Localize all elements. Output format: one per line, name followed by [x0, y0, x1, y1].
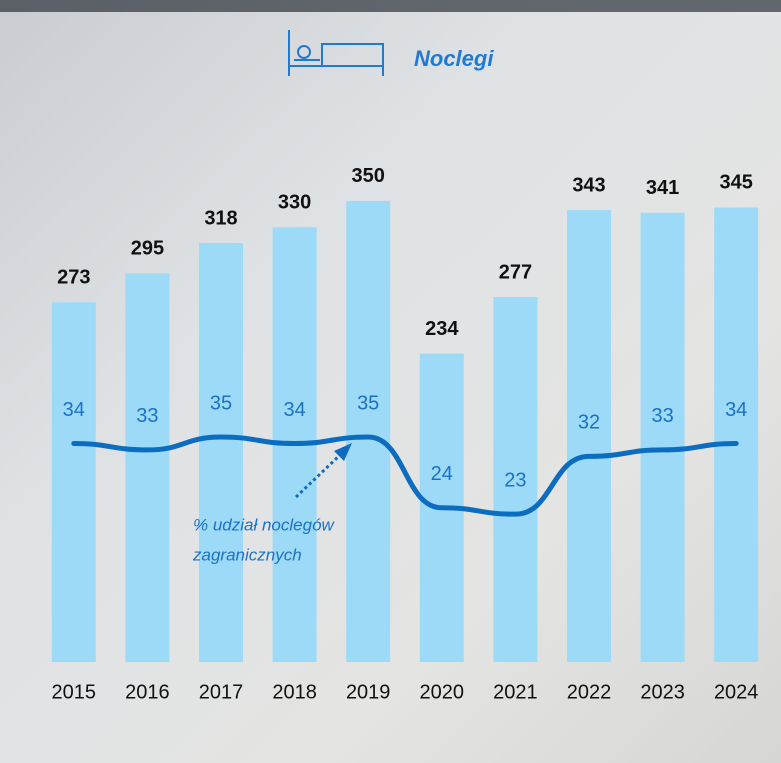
x-tick-label: 2024 [714, 681, 759, 703]
x-tick-label: 2018 [272, 681, 317, 703]
bar-label: 277 [499, 261, 532, 283]
line-label: 34 [63, 399, 85, 421]
x-tick-label: 2015 [52, 681, 97, 703]
x-tick-label: 2022 [567, 681, 612, 703]
bar-label: 330 [278, 192, 311, 214]
x-tick-label: 2023 [640, 681, 685, 703]
chart-title: Noclegi [414, 46, 494, 71]
bar-label: 318 [204, 207, 237, 229]
line-label: 35 [357, 392, 379, 414]
bar [52, 302, 96, 662]
line-label: 32 [578, 412, 600, 434]
annotation: % udział noclegów [193, 515, 336, 534]
line-label: 24 [431, 463, 453, 485]
line-label: 23 [504, 469, 526, 491]
bar [199, 243, 243, 662]
x-tick-label: 2016 [125, 681, 170, 703]
page: Noclegi 273 2015 295 2016 318 2017 330 2018 350 2… [0, 0, 781, 763]
annotation: zagranicznych [192, 545, 302, 564]
bar-label: 273 [57, 267, 90, 289]
bar [641, 213, 685, 662]
bar [125, 273, 169, 662]
bar [346, 201, 390, 662]
x-tick-label: 2019 [346, 681, 391, 703]
bar-label: 343 [572, 174, 605, 196]
background-strip [0, 0, 781, 12]
bar-label: 350 [352, 165, 385, 187]
line-label: 33 [136, 405, 158, 427]
bar [567, 210, 611, 662]
chart: Noclegi 273 2015 295 2016 318 2017 330 2018 350 2… [0, 0, 781, 763]
x-tick-label: 2017 [199, 681, 244, 703]
line-label: 33 [651, 405, 673, 427]
bar [714, 207, 758, 662]
bar-label: 345 [720, 172, 753, 194]
line-label: 35 [210, 392, 232, 414]
line-label: 34 [725, 399, 747, 421]
bar-label: 234 [425, 318, 459, 340]
bar-label: 341 [646, 177, 679, 199]
line-label: 34 [283, 399, 305, 421]
x-tick-label: 2021 [493, 681, 538, 703]
x-tick-label: 2020 [420, 681, 465, 703]
bar-label: 295 [131, 238, 164, 260]
